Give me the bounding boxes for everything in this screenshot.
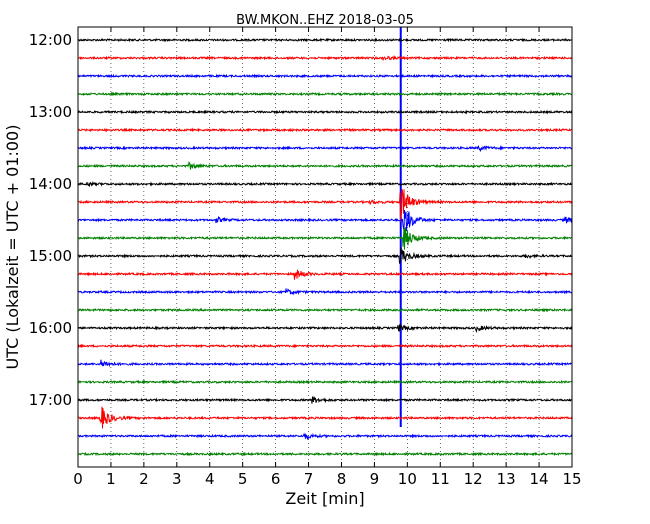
x-tick-label: 13 [497, 470, 516, 488]
y-axis-label: UTC (Lokalzeit = UTC + 01:00) [3, 125, 22, 370]
seismic-trace [77, 144, 573, 153]
seismic-trace [77, 432, 573, 441]
x-tick-label: 6 [271, 470, 281, 488]
y-tick-label: 12:00 [29, 31, 72, 49]
seismic-trace [77, 396, 573, 404]
seismic-trace [77, 288, 573, 296]
seismic-trace [77, 37, 573, 43]
seismic-trace [77, 379, 573, 385]
y-tick-label: 14:00 [29, 175, 72, 193]
x-tick-label: 11 [431, 470, 450, 488]
seismic-trace [77, 161, 573, 170]
seismic-trace [77, 451, 573, 457]
seismic-trace [77, 323, 573, 333]
x-tick-label: 7 [304, 470, 314, 488]
x-axis-label: Zeit [min] [285, 489, 364, 508]
x-axis-ticks: 0 1 2 3 4 5 6 7 8 9 10 11 12 13 14 15 [73, 27, 582, 488]
x-tick-label: 5 [238, 470, 248, 488]
y-tick-label: 13:00 [29, 103, 72, 121]
seismic-trace [77, 359, 573, 368]
x-tick-label: 12 [464, 470, 483, 488]
x-tick-label: 4 [205, 470, 215, 488]
seismic-trace [77, 55, 573, 61]
x-tick-label: 14 [530, 470, 549, 488]
x-tick-label: 3 [172, 470, 182, 488]
chart-title: BW.MKON..EHZ 2018-03-05 [236, 13, 414, 28]
y-tick-label: 15:00 [29, 247, 72, 265]
seismic-trace [77, 406, 573, 429]
seismic-traces [77, 37, 573, 457]
x-tick-label: 8 [337, 470, 347, 488]
x-tick-label: 0 [73, 470, 83, 488]
x-tick-label: 15 [562, 470, 581, 488]
y-axis-ticks: 12:00 13:00 14:00 15:00 16:00 17:00 [29, 31, 572, 409]
x-tick-label: 2 [139, 470, 149, 488]
x-tick-label: 1 [106, 470, 116, 488]
x-tick-label: 10 [398, 470, 417, 488]
seismic-trace [77, 269, 573, 280]
seismic-trace [77, 343, 573, 349]
seismic-trace [77, 307, 573, 313]
seismic-trace [77, 109, 573, 115]
seismic-trace [77, 91, 573, 97]
seismic-trace [77, 227, 573, 250]
plot-frame [77, 26, 573, 468]
y-tick-label: 16:00 [29, 319, 72, 337]
y-tick-label: 17:00 [29, 391, 72, 409]
seismic-trace [77, 180, 573, 188]
x-tick-label: 9 [370, 470, 380, 488]
seismic-trace [77, 188, 573, 222]
seismic-trace [77, 127, 573, 133]
grid-lines [110, 27, 540, 467]
seismic-trace [77, 246, 573, 265]
seismic-trace [77, 73, 573, 79]
seismic-trace [77, 209, 573, 232]
